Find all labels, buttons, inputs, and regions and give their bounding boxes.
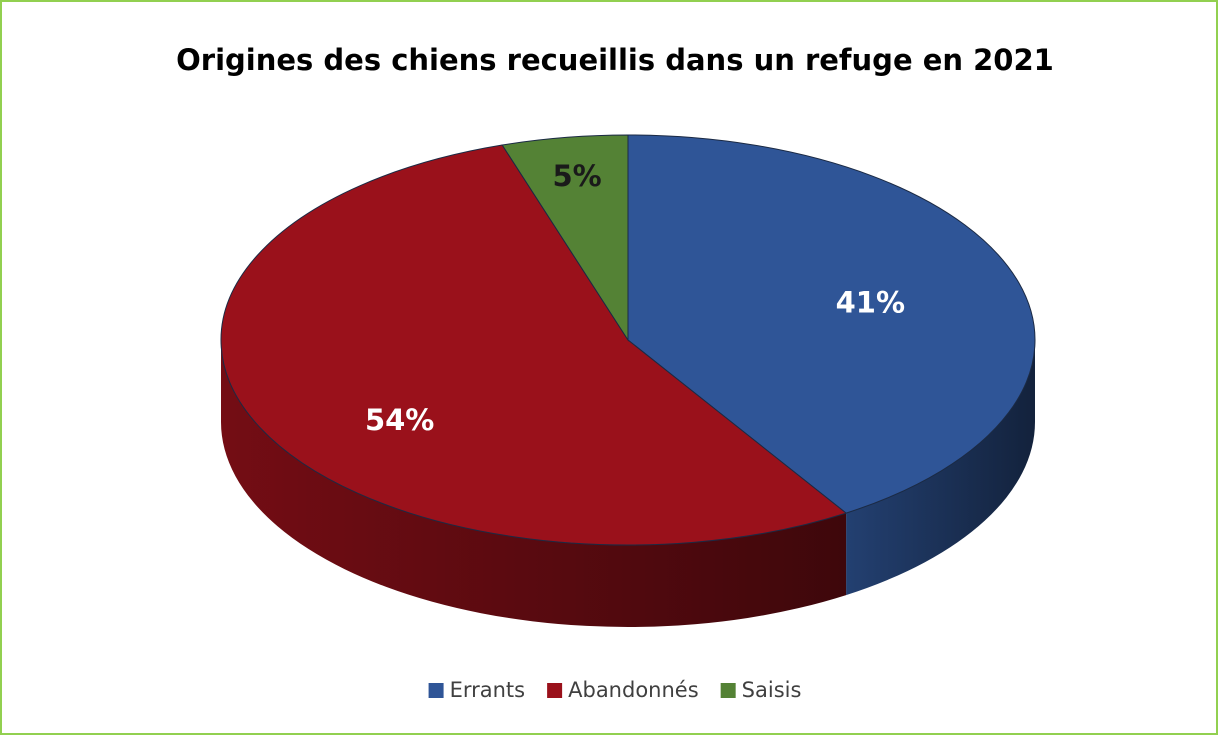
- legend-label: Abandonnés: [568, 678, 699, 702]
- chart-title: Origines des chiens recueillis dans un r…: [176, 43, 1054, 77]
- slice-side: [221, 340, 847, 627]
- data-label: 5%: [552, 159, 601, 193]
- legend-swatch: [720, 683, 736, 698]
- legend-swatch: [547, 683, 563, 698]
- legend-label: Saisis: [742, 678, 802, 702]
- data-label: 54%: [365, 403, 434, 437]
- slice: [627, 134, 1036, 514]
- slice: [220, 144, 848, 546]
- legend-item: Saisis: [720, 678, 802, 702]
- legend-label: Errants: [450, 678, 526, 702]
- slice-side: [846, 340, 1035, 596]
- slice: [501, 134, 629, 342]
- legend-item: Abandonnés: [547, 678, 699, 702]
- legend-item: Errants: [428, 678, 526, 702]
- data-label: 41%: [836, 286, 905, 320]
- legend-swatch: [428, 683, 444, 698]
